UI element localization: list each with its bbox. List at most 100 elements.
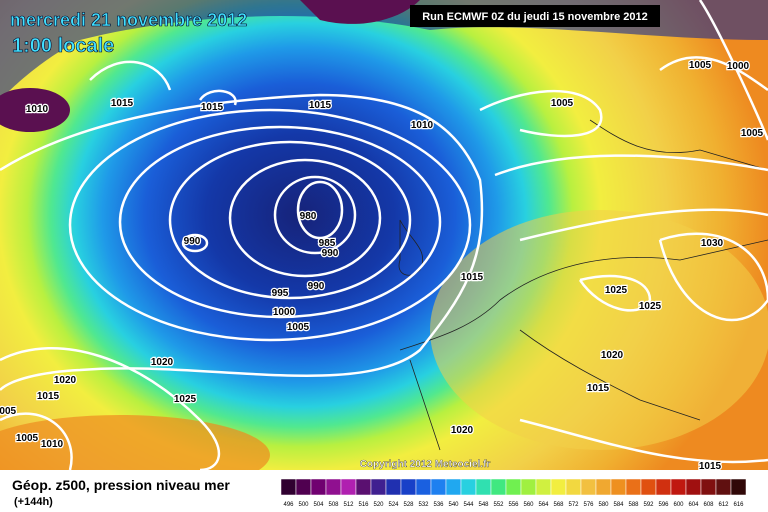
- isobar-label: 995: [272, 288, 289, 299]
- isobar-label: 1020: [151, 357, 174, 368]
- scale-label: 544: [463, 502, 474, 508]
- isobar-label: 1015: [37, 391, 60, 402]
- scale-swatch: [400, 478, 417, 496]
- color-scale: 496 500 504 508 512 516 520 524 528 532 536 540 544 5…: [280, 478, 747, 508]
- isobar-label: 1000: [727, 61, 750, 72]
- scale-swatch: [415, 478, 432, 496]
- scale-swatch: [370, 478, 387, 496]
- isobar-label: 1020: [451, 425, 474, 436]
- isobar-label: 1005: [16, 433, 39, 444]
- isobar-label: 1005: [741, 128, 764, 139]
- legend-title: Géop. z500, pression niveau mer: [12, 477, 230, 493]
- isobar-label: 1000: [273, 307, 296, 318]
- scale-swatch: [715, 478, 732, 496]
- purple-core: [300, 0, 420, 24]
- scale-swatch: [640, 478, 657, 496]
- scale-label: 560: [523, 502, 534, 508]
- isobar: [296, 180, 344, 240]
- scale-label: 520: [373, 502, 384, 508]
- isobar-label: 1020: [601, 350, 624, 361]
- isobar-label: 990: [308, 281, 325, 292]
- map-time: 1:00 locale: [12, 35, 114, 57]
- warm-area: [430, 210, 768, 450]
- scale-swatch: [325, 478, 342, 496]
- scale-label: 608: [703, 502, 714, 508]
- scale-label: 584: [613, 502, 624, 508]
- scale-swatch: [430, 478, 447, 496]
- coastline: [398, 119, 768, 276]
- scale-label: 512: [343, 502, 354, 508]
- scale-swatch: [385, 478, 402, 496]
- scale-swatch: [595, 478, 612, 496]
- scale-label: 552: [493, 502, 504, 508]
- lead-time: (+144h): [14, 496, 53, 508]
- isobar: [273, 175, 357, 255]
- isobar-label: 1025: [639, 301, 662, 312]
- scale-swatch: [625, 478, 642, 496]
- scale-label: 568: [553, 502, 564, 508]
- isobar: [519, 232, 768, 464]
- isobar-label: 1005: [0, 406, 17, 417]
- scale-label: 508: [328, 502, 339, 508]
- isobar-label: 980: [300, 211, 317, 222]
- scale-swatch: [445, 478, 462, 496]
- scale-label: 524: [388, 502, 399, 508]
- isobar-label: 985: [319, 238, 336, 249]
- isobar-label: 1015: [699, 461, 722, 472]
- scale-swatch: [355, 478, 372, 496]
- scale-swatch: [310, 478, 327, 496]
- scale-label: 500: [298, 502, 309, 508]
- isobar: [181, 233, 209, 253]
- scale-swatch: [280, 478, 297, 496]
- scale-swatch: [550, 478, 567, 496]
- copyright: Copyright 2012 Meteociel.fr: [360, 459, 491, 470]
- isobar: [68, 108, 472, 342]
- scale-label: 600: [673, 502, 684, 508]
- scale-label: 588: [628, 502, 639, 508]
- isobar-label: 1015: [201, 102, 224, 113]
- isobar: [0, 347, 220, 472]
- scale-label: 572: [568, 502, 579, 508]
- isobar-label: 1015: [309, 100, 332, 111]
- scale-label: 516: [358, 502, 369, 508]
- isobar: [168, 140, 412, 300]
- scale-swatch: [685, 478, 702, 496]
- isobar-label: 1020: [54, 375, 77, 386]
- scale-label: 504: [313, 502, 324, 508]
- scale-swatch: [700, 478, 717, 496]
- isobar: [0, 93, 484, 391]
- run-box: [410, 5, 660, 27]
- scale-label: 536: [433, 502, 444, 508]
- scale-swatch: [580, 478, 597, 496]
- scale-label: 564: [538, 502, 549, 508]
- isobar-label: 1010: [26, 104, 49, 115]
- isobar-label: 1030: [701, 238, 724, 249]
- scale-label: 528: [403, 502, 414, 508]
- scale-label: 496: [283, 502, 294, 508]
- isobar-label: 1005: [287, 322, 310, 333]
- isobar-label: 990: [322, 248, 339, 259]
- isobar-label: 1015: [461, 272, 484, 283]
- scale-label: 616: [733, 502, 744, 508]
- scale-swatch: [565, 478, 582, 496]
- isobar-label: 1010: [41, 439, 64, 450]
- scale-label: 592: [643, 502, 654, 508]
- scale-label: 576: [583, 502, 594, 508]
- map-date: mercredi 21 novembre 2012: [10, 10, 247, 30]
- scale-label: 540: [448, 502, 459, 508]
- scale-swatch: [340, 478, 357, 496]
- scale-swatch: [460, 478, 477, 496]
- isobar-label: 990: [184, 236, 201, 247]
- scale-swatch: [505, 478, 522, 496]
- isobar: [118, 125, 442, 319]
- scale-swatch: [535, 478, 552, 496]
- isobar-label: 1025: [605, 285, 628, 296]
- isobar-label: 1005: [551, 98, 574, 109]
- scale-swatch: [520, 478, 537, 496]
- scale-label: 548: [478, 502, 489, 508]
- coastline: [399, 239, 768, 451]
- isobar: [89, 0, 768, 242]
- isobar-label: 1025: [174, 394, 197, 405]
